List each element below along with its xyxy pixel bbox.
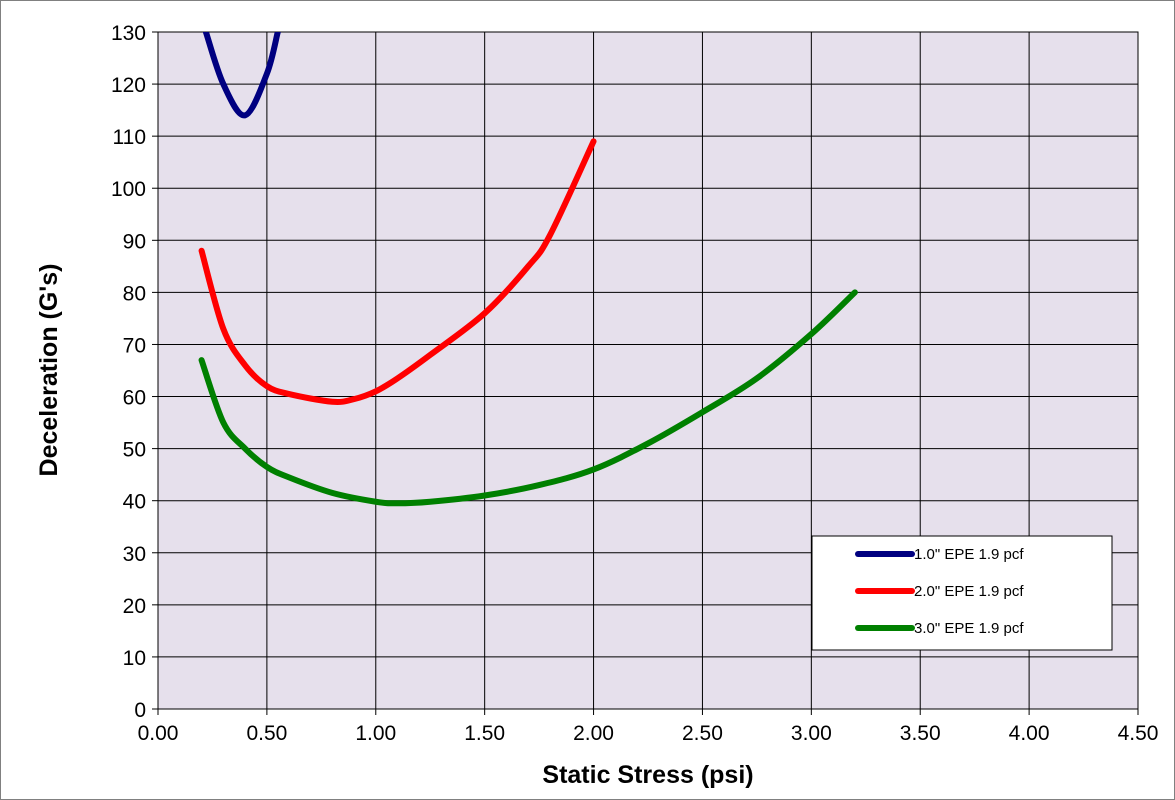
x-tick-labels: 0.00 0.50 1.00 1.50 2.00 2.50 3.00 3.50 4.00 4.50 [138, 722, 1159, 745]
x-tick-label: 4.50 [1118, 722, 1159, 745]
y-tick-labels: 0 10 20 30 40 50 60 70 80 90 100 110 120 130 [111, 22, 146, 722]
y-tick-label: 130 [111, 22, 146, 45]
y-tick-label: 80 [123, 282, 146, 305]
x-tick-label: 2.00 [573, 722, 614, 745]
x-tick-label: 1.00 [355, 722, 396, 745]
y-tick-label: 20 [123, 595, 146, 618]
y-tick-label: 50 [123, 439, 146, 462]
series-line-2 [198, 138, 597, 405]
y-tick-label: 40 [123, 491, 146, 514]
y-axis-title: Deceleration (G's) [35, 264, 63, 477]
legend-label-2: 2.0" EPE 1.9 pcf [914, 583, 1024, 600]
plot-border [157, 31, 1139, 710]
x-tick-label: 1.50 [464, 722, 505, 745]
x-tick-label: 2.50 [682, 722, 723, 745]
y-tick-label: 70 [123, 334, 146, 357]
x-tick-label: 0.50 [246, 722, 287, 745]
y-tick-label: 90 [123, 230, 146, 253]
x-tick-label: 4.00 [1009, 722, 1050, 745]
y-tick-label: 100 [111, 178, 146, 201]
legend-label-1: 1.0" EPE 1.9 pcf [914, 546, 1024, 563]
x-tick-label: 3.00 [791, 722, 832, 745]
series-line-1 [202, 32, 281, 119]
y-tick-label: 120 [111, 74, 146, 97]
x-tick-label: 0.00 [138, 722, 179, 745]
series-line-3 [198, 289, 858, 507]
legend-label-3: 3.0" EPE 1.9 pcf [914, 620, 1024, 637]
y-tick-label: 60 [123, 387, 146, 410]
y-tick-label: 30 [123, 543, 146, 566]
x-axis-title: Static Stress (psi) [542, 761, 753, 789]
x-tick-label: 3.50 [900, 722, 941, 745]
y-tick-label: 0 [134, 699, 146, 722]
grid-lines [152, 31, 1139, 715]
legend: 1.0" EPE 1.9 pcf 2.0" EPE 1.9 pcf 3.0" EPE… [811, 535, 1113, 651]
y-tick-label: 10 [123, 647, 146, 670]
series-layer [198, 32, 858, 507]
y-tick-label: 110 [113, 126, 146, 149]
